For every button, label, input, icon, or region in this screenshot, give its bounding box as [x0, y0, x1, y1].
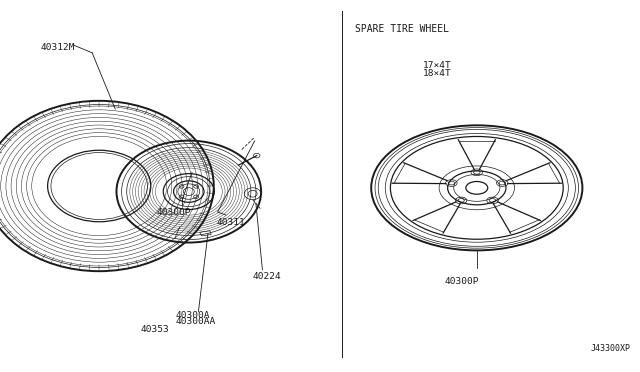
Text: 40224: 40224 — [253, 272, 282, 280]
Text: 40311: 40311 — [216, 218, 245, 227]
Text: 40300A: 40300A — [176, 311, 211, 320]
Text: 40300AA: 40300AA — [176, 317, 216, 326]
Text: 40312M: 40312M — [40, 43, 75, 52]
Text: 18×4T: 18×4T — [422, 69, 451, 78]
Text: 17×4T: 17×4T — [422, 61, 451, 70]
Text: 40353: 40353 — [141, 326, 170, 334]
Text: 40300P: 40300P — [445, 277, 479, 286]
Text: 40300P: 40300P — [157, 208, 191, 217]
Text: J43300XP: J43300XP — [590, 344, 630, 353]
Text: SPARE TIRE WHEEL: SPARE TIRE WHEEL — [355, 24, 449, 34]
